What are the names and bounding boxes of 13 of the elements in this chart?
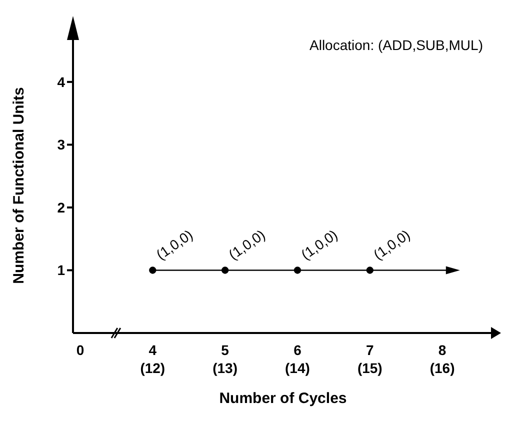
y-tick-label: 2 [57,199,66,216]
x-tick-label: 6 (14) [285,342,310,376]
x-tick-label: 5 (13) [212,342,238,376]
y-axis-title: Number of Functional Units [10,87,28,284]
x-tick-label: 0 [76,342,84,358]
y-tick-label: 3 [57,136,66,153]
x-tick-label: 7 (15) [357,342,382,376]
y-tick-label: 1 [57,262,66,278]
x-axis-title: Number of Cycles [219,390,347,407]
y-tick-label: 4 [57,74,66,90]
annotation: Allocation: (ADD,SUB,MUL) [310,37,483,53]
x-tick-label: 4 (12) [140,342,166,376]
x-tick-label: 8 (16) [430,342,455,376]
